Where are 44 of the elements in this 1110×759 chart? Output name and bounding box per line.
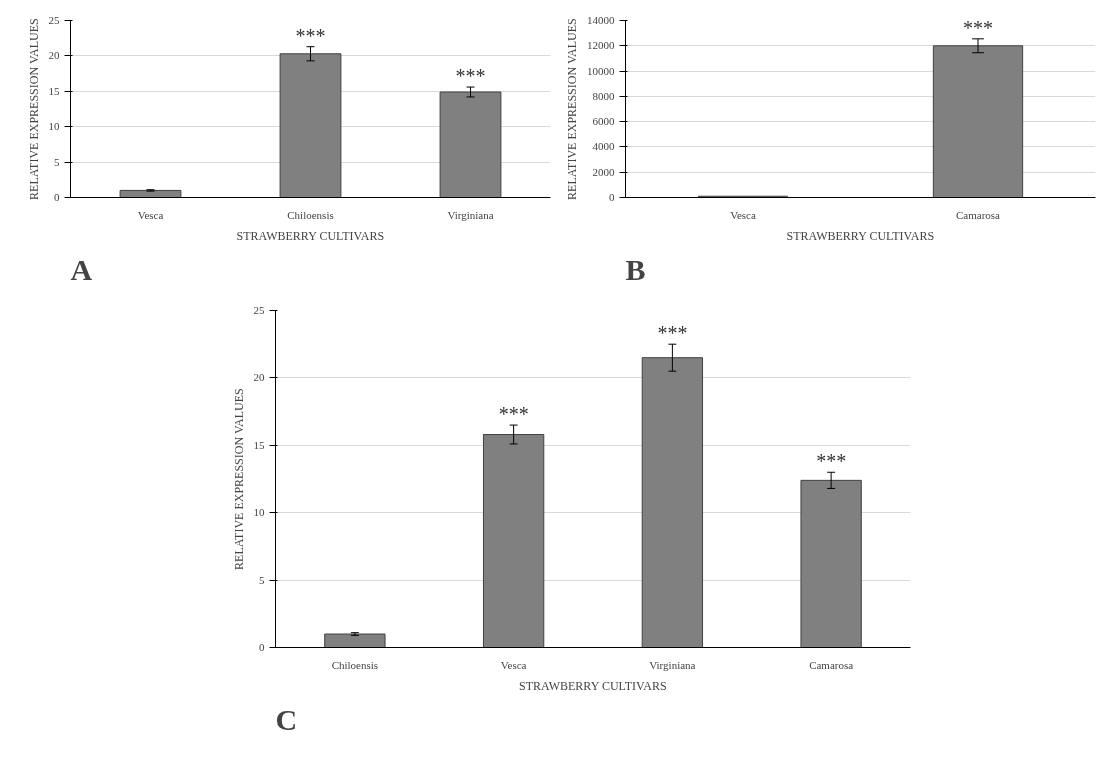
x-tick-label: Vesca xyxy=(500,658,527,671)
x-axis-title: STRAWBERRY CULTIVARS xyxy=(236,228,385,243)
y-tick-label: 12000 xyxy=(587,39,615,52)
text: *** xyxy=(498,403,529,426)
y-axis-title: RELATIVE EXPRESSION VALUES xyxy=(565,18,579,200)
y-tick-label: 0 xyxy=(54,191,60,203)
y-tick-label: 4000 xyxy=(592,140,615,153)
x-tick-label: Vesca xyxy=(730,208,756,221)
text: *** xyxy=(455,65,486,88)
y-tick-label: 20 xyxy=(253,371,265,384)
y-tick-label: 25 xyxy=(48,14,60,26)
x-tick-label: Chiloensis xyxy=(287,208,334,221)
x-tick-label: Chiloensis xyxy=(331,658,379,671)
y-tick-label: 10000 xyxy=(587,64,615,77)
y-axis-title: RELATIVE EXPRESSION VALUES xyxy=(26,18,41,200)
y-tick-label: 15 xyxy=(253,438,265,451)
text: B xyxy=(625,252,646,286)
x-tick-label: Virginiana xyxy=(447,208,494,221)
y-tick-label: 10 xyxy=(48,120,60,133)
y-axis-title: RELATIVE EXPRESSION VALUES xyxy=(231,388,246,570)
text: C xyxy=(275,702,298,736)
x-tick-label: Camarosa xyxy=(809,658,854,671)
y-tick-label: 8000 xyxy=(592,89,615,102)
x-axis-title: STRAWBERRY CULTIVARS xyxy=(518,678,667,693)
y-tick-label: 10 xyxy=(253,506,265,519)
x-tick-label: Camarosa xyxy=(956,208,1001,221)
x-tick-label: Vesca xyxy=(137,208,164,221)
y-tick-label: 5 xyxy=(259,573,265,586)
y-tick-label: 5 xyxy=(54,155,60,168)
y-tick-label: 14000 xyxy=(587,14,615,26)
y-tick-label: 6000 xyxy=(592,115,615,128)
text: *** xyxy=(816,450,847,473)
y-tick-label: 2000 xyxy=(592,165,615,178)
text: *** xyxy=(657,322,688,345)
y-tick-label: 0 xyxy=(259,641,265,653)
y-tick-label: 20 xyxy=(48,49,60,62)
text: *** xyxy=(963,16,993,39)
y-tick-label: 25 xyxy=(253,304,265,316)
text: *** xyxy=(295,24,326,47)
x-axis-title: STRAWBERRY CULTIVARS xyxy=(786,228,935,243)
y-tick-label: 0 xyxy=(609,191,615,203)
x-tick-label: Virginiana xyxy=(649,658,696,671)
y-tick-label: 15 xyxy=(48,84,60,97)
text: A xyxy=(70,252,93,286)
